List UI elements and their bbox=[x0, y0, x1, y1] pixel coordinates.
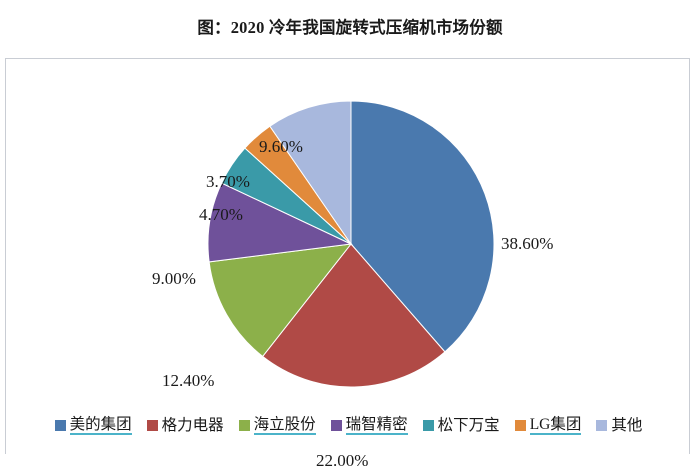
pie-slice-value-label: 38.60% bbox=[501, 234, 554, 253]
legend-item-label: 其他 bbox=[611, 417, 643, 434]
legend-item[interactable]: 松下万宝 bbox=[422, 417, 500, 434]
legend-color-swatch-icon bbox=[238, 420, 250, 432]
pie-slice[interactable] bbox=[269, 100, 352, 246]
chart-title: 图：2020 冷年我国旋转式压缩机市场份额 bbox=[197, 18, 503, 37]
chart-legend: 美的集团 格力电器 海立股份 瑞智精密 松下万宝 LG集团 其他 bbox=[6, 416, 691, 436]
legend-color-swatch-icon bbox=[54, 420, 66, 432]
legend-color-swatch-icon bbox=[422, 420, 434, 432]
legend-item-label: 格力电器 bbox=[161, 417, 224, 434]
pie-slice-value-label: 3.70% bbox=[206, 172, 250, 191]
legend-color-swatch-icon bbox=[514, 420, 526, 432]
legend-color-swatch-icon bbox=[146, 420, 158, 432]
legend-item-label: LG集团 bbox=[529, 416, 582, 436]
legend-color-swatch-icon bbox=[330, 420, 342, 432]
legend-item[interactable]: 其他 bbox=[596, 417, 642, 434]
pie-chart: 38.60% 22.00% 12.40% 9.00% 4.70% 3.70% 9.60% bbox=[6, 59, 691, 470]
legend-item-label: 瑞智精密 bbox=[345, 416, 408, 436]
legend-item[interactable]: 海立股份 bbox=[238, 416, 316, 436]
pie-slice-value-label: 22.00% bbox=[316, 451, 369, 470]
legend-item-label: 松下万宝 bbox=[437, 417, 500, 434]
pie-slice[interactable] bbox=[207, 182, 353, 263]
pie-slice-value-label: 12.40% bbox=[162, 371, 215, 390]
pie-slice-value-label: 9.60% bbox=[259, 137, 303, 156]
pie-slice[interactable] bbox=[350, 100, 495, 353]
pie-slice[interactable] bbox=[208, 243, 353, 358]
pie-slice-value-label: 9.00% bbox=[152, 269, 196, 288]
pie-slice[interactable] bbox=[261, 243, 446, 388]
legend-item[interactable]: 瑞智精密 bbox=[330, 416, 408, 436]
chart-plot-area: 38.60% 22.00% 12.40% 9.00% 4.70% 3.70% 9.60% 美… bbox=[5, 58, 691, 470]
legend-color-swatch-icon bbox=[596, 420, 608, 432]
legend-item[interactable]: 格力电器 bbox=[146, 417, 224, 434]
pie-svg bbox=[207, 100, 495, 388]
legend-item[interactable]: 美的集团 bbox=[54, 416, 132, 436]
pie-slice-value-label: 4.70% bbox=[199, 205, 243, 224]
legend-item[interactable]: LG集团 bbox=[514, 416, 582, 436]
legend-item-label: 海立股份 bbox=[253, 416, 316, 436]
legend-item-label: 美的集团 bbox=[69, 416, 132, 436]
